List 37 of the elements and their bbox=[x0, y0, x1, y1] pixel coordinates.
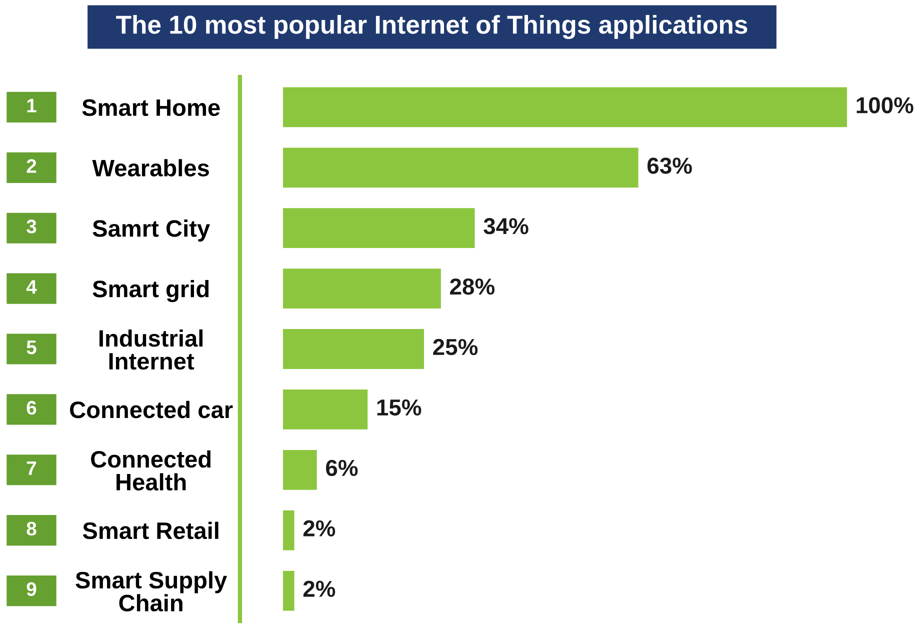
y-tick-label: Smart Supply Chain bbox=[76, 571, 228, 612]
bar bbox=[283, 208, 475, 248]
bar bbox=[283, 329, 424, 369]
y-tick-label: Smart grid bbox=[92, 280, 209, 302]
text: 1 bbox=[27, 98, 36, 112]
text: 7 bbox=[26, 462, 36, 475]
bar bbox=[283, 148, 638, 188]
chart-title: The 10 most popular Internet of Things applications bbox=[116, 14, 748, 40]
data-label: 2% bbox=[303, 520, 336, 536]
text: 2 bbox=[26, 159, 36, 173]
y-tick-label: Connected Health bbox=[91, 450, 211, 491]
data-label: 2% bbox=[303, 580, 336, 597]
text: 3 bbox=[26, 220, 36, 234]
bar bbox=[283, 87, 847, 128]
bar bbox=[283, 570, 294, 611]
bar bbox=[283, 510, 294, 550]
bar bbox=[283, 268, 441, 308]
bar bbox=[283, 390, 368, 430]
y-tick-label: Samrt City bbox=[92, 220, 210, 242]
data-label: 34% bbox=[484, 218, 528, 234]
text: 5 bbox=[26, 340, 36, 354]
bar bbox=[283, 450, 317, 490]
text: 8 bbox=[26, 522, 36, 536]
text: 6 bbox=[26, 400, 36, 415]
y-tick-label: Industrial Internet bbox=[100, 329, 203, 370]
data-label: 100% bbox=[856, 97, 914, 114]
data-label: 15% bbox=[377, 399, 422, 416]
text: 9 bbox=[26, 582, 36, 596]
data-label: 28% bbox=[450, 278, 495, 295]
y-tick-label: Connected car bbox=[70, 400, 233, 418]
y-tick-label: Wearables bbox=[92, 159, 209, 176]
data-label: 6% bbox=[326, 460, 358, 476]
text: 4 bbox=[26, 280, 37, 294]
data-label: 63% bbox=[647, 158, 692, 174]
y-tick-label: Smart Home bbox=[82, 99, 220, 116]
data-label: 25% bbox=[433, 338, 478, 356]
y-tick-label: Smart Retail bbox=[82, 522, 218, 540]
